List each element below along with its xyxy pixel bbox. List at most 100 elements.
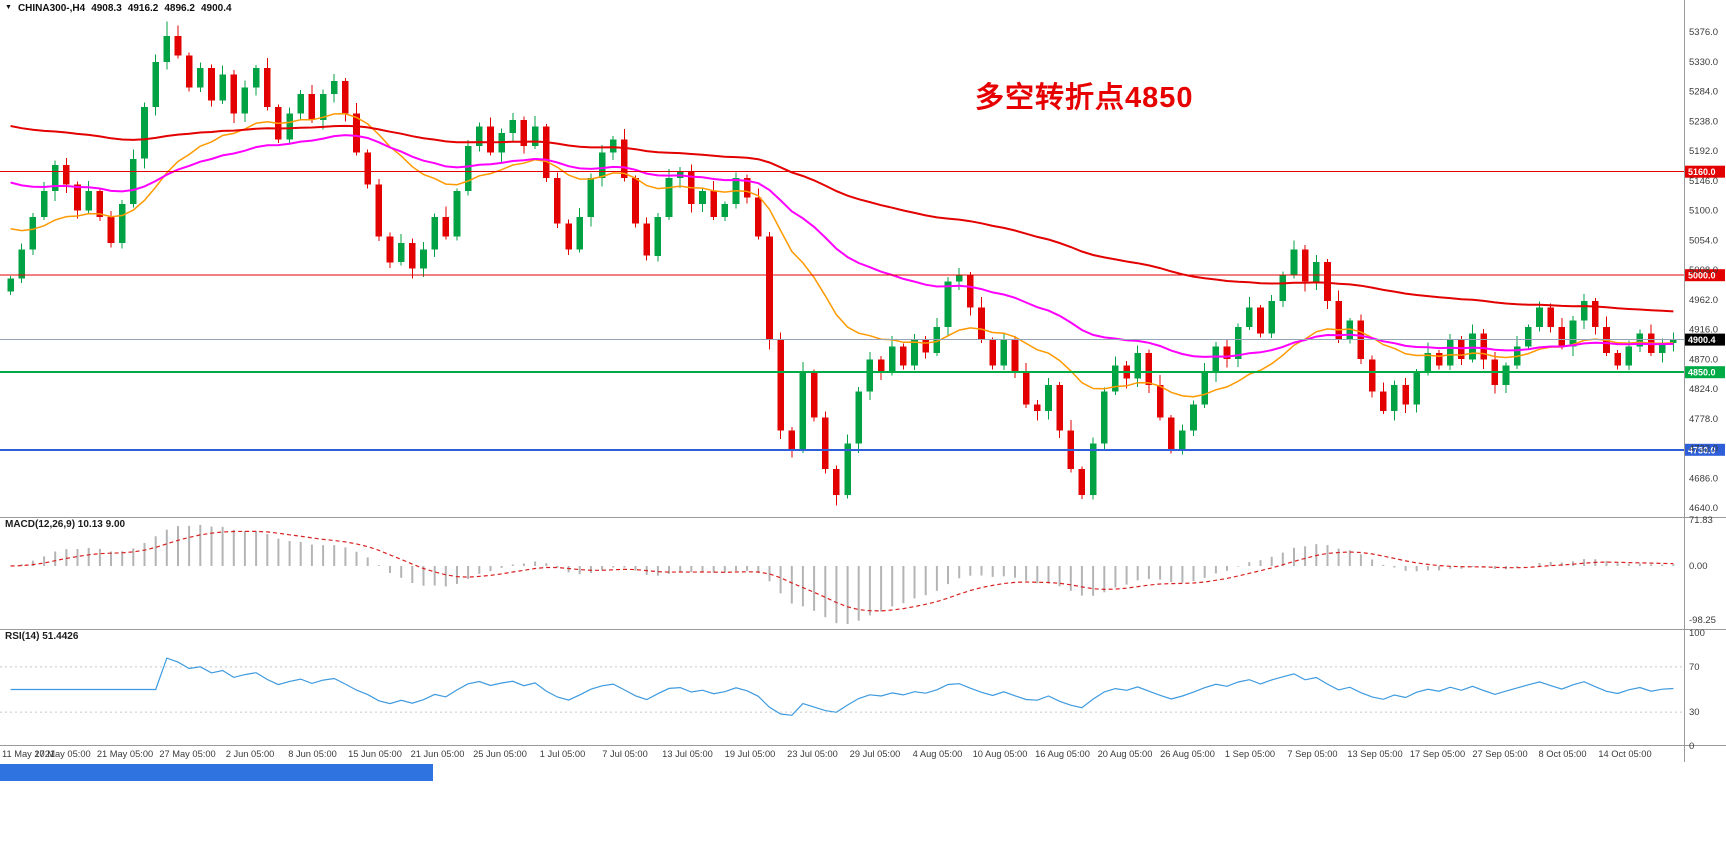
annotation-text[interactable]: 多空转折点4850 [975,82,1194,114]
price-axis-label: 4778.0 [1689,414,1718,425]
candle-body [1257,307,1264,334]
candle-body [476,126,483,146]
candle-body [1569,320,1577,347]
time-axis-label: 13 Sep 05:00 [1347,749,1402,759]
price-tag-label: 4900.4 [1688,335,1716,345]
candle-body [587,178,595,217]
candle-body [152,61,159,108]
price-axis-label: 4916.0 [1689,325,1718,336]
candle-body [1234,326,1242,360]
candle-body [788,430,796,450]
candle-body [163,35,171,62]
candle-body [1290,249,1298,276]
candle-body [487,126,494,153]
moving-average-110 [10,124,1674,313]
candle-body [1435,352,1443,366]
candle-body [386,236,394,263]
candle-body [654,217,662,256]
candle-body [1268,301,1275,334]
candle-body [743,178,751,198]
rsi-axis-label: 0 [1689,741,1694,752]
candle-body [799,372,807,450]
candle-body [621,139,628,179]
candle-body [922,339,929,353]
candle-body [1346,320,1354,340]
candle-body [1279,275,1287,302]
candle-body [40,191,48,217]
candle-body [1580,301,1588,321]
candle-body [967,275,974,308]
macd-indicator-label: MACD(12,26,9) 10.13 9.00 [5,519,126,530]
time-axis-label: 11 May 2021 [2,749,55,759]
price-axis-label: 5376.0 [1689,27,1718,38]
price-axis-label: 4962.0 [1689,295,1718,306]
rsi-line [10,657,1674,716]
candle-body [1056,385,1063,431]
candle-body [1659,343,1666,353]
candle-body [1614,352,1621,366]
candle-body [29,217,37,250]
time-axis-label: 2 Jun 05:00 [226,749,275,759]
candle-body [1145,352,1153,386]
candle-body [989,339,996,366]
symbol-period-label: CHINA300-,H4 [17,3,86,14]
candle-body [888,346,896,373]
candle-body [1134,352,1141,379]
time-axis-label: 1 Sep 05:00 [1225,749,1275,759]
rsi-indicator-label: RSI(14) 51.4426 [5,631,79,642]
candle-body [900,346,907,366]
candle-body [1112,365,1119,392]
candle-body [241,87,249,114]
candle-body [721,204,729,217]
candle-body [397,242,405,263]
candle-body [1089,443,1097,495]
time-axis-label: 4 Aug 05:00 [913,749,963,759]
time-axis-label: 20 Aug 05:00 [1098,749,1153,759]
candle-body [598,152,606,179]
candle-body [96,191,104,217]
candle-body [1324,262,1331,301]
candle-body [810,372,818,418]
ohlc-low: 4896.2 [164,3,195,14]
macd-axis-label: 0.00 [1689,561,1708,572]
macd-axis-label: 71.83 [1689,515,1713,526]
price-tag-label: 5160.0 [1688,167,1716,177]
candle-body [464,145,472,192]
candle-body [1101,391,1108,444]
candle-body [1156,385,1164,418]
candle-body [264,68,271,107]
candle-body [643,223,650,256]
time-axis-label: 8 Oct 05:00 [1538,749,1586,759]
candle-body [174,35,182,56]
candle-body [1536,307,1543,327]
candle-body [1368,359,1376,392]
candle-body [431,217,438,250]
candle-body [1034,404,1041,411]
candle-body [364,152,371,185]
candle-body [1167,417,1175,450]
time-axis-label: 17 May 05:00 [34,749,90,759]
candle-body [1525,326,1532,347]
candle-body [1246,307,1253,327]
candle-body [1179,430,1186,450]
ohlc-high: 4916.2 [127,3,159,14]
candle-body [576,217,583,250]
candle-body [219,74,226,101]
chart-title: ▼ CHINA300-,H4 4908.3 4916.2 4896.2 4900… [5,3,232,14]
candle-body [1223,346,1231,360]
price-axis-label: 5192.0 [1689,146,1718,157]
price-tag [1685,269,1725,282]
candle-body [319,94,327,120]
candle-body [74,184,81,211]
price-axis-area[interactable] [1684,0,1726,745]
candle-body [85,191,92,211]
candle-body [777,339,784,431]
time-axis-label: 29 Jul 05:00 [850,749,901,759]
time-axis-label: 21 May 05:00 [97,749,153,759]
time-axis-area[interactable] [0,745,1684,762]
candle-body [1424,352,1432,373]
candle-body [699,191,706,204]
candle-body [1502,365,1510,386]
candle-body [1380,391,1387,411]
